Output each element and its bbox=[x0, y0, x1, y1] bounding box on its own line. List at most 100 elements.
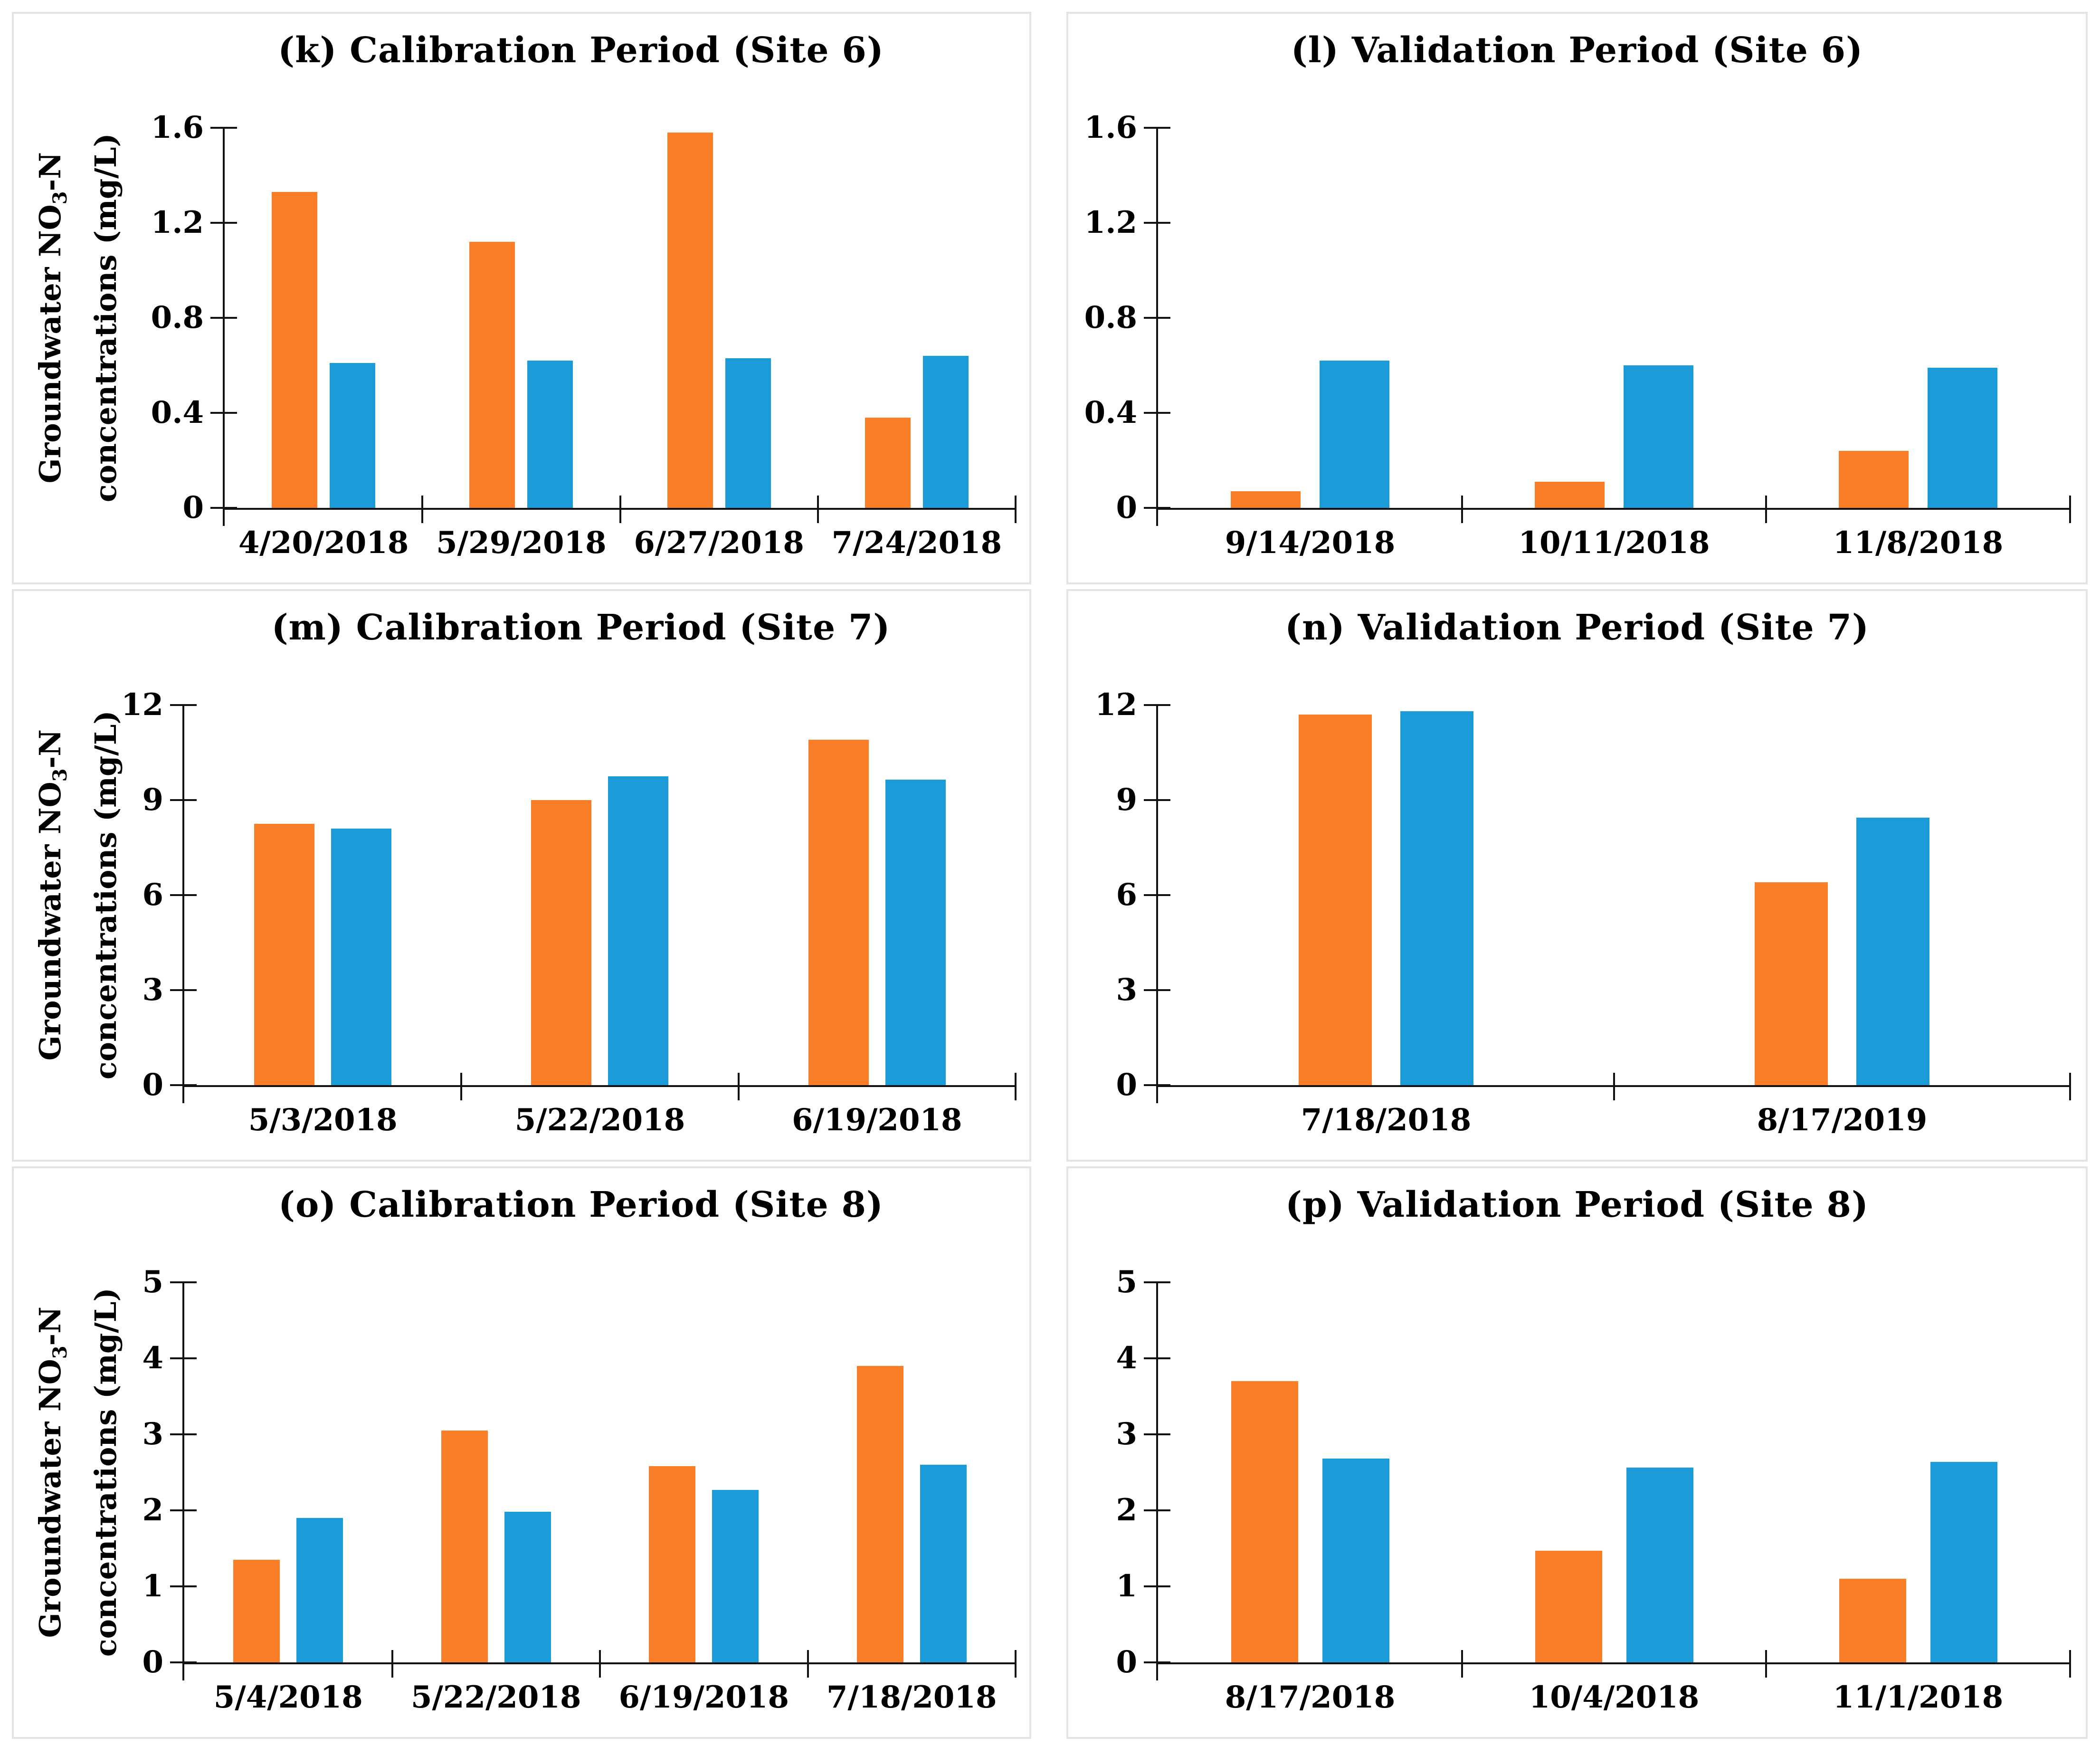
y-axis-label-text: Groundwater NO3-N concentrations (mg/L) bbox=[27, 134, 128, 503]
chart-panel-k: (k) Calibration Period (Site 6) Groundwat… bbox=[12, 12, 1031, 584]
bar-group bbox=[1766, 128, 2070, 508]
bars-layer bbox=[1158, 1282, 2070, 1662]
y-tick-mark bbox=[210, 317, 237, 319]
orange-bar bbox=[233, 1560, 280, 1662]
y-axis-label-pre: Groundwater NO bbox=[32, 204, 67, 484]
orange-bar bbox=[856, 1366, 903, 1662]
x-tick-mark bbox=[2069, 1650, 2071, 1678]
y-axis-tick-label: 4 bbox=[142, 1340, 163, 1376]
y-axis-tick-label: 1 bbox=[142, 1568, 163, 1604]
x-category-label: 11/1/2018 bbox=[1833, 1679, 2004, 1715]
orange-bar bbox=[808, 740, 869, 1085]
plot-area: 0 3 6 9 12 7/18/2018 8/17/2019 bbox=[1095, 688, 2071, 1138]
y-axis-tick-label: 1 bbox=[1116, 1568, 1137, 1604]
x-category-label: 11/8/2018 bbox=[1833, 525, 2004, 561]
y-axis-tick-label: 12 bbox=[1094, 687, 1137, 723]
y-tick-mark bbox=[1144, 989, 1170, 991]
blue-bar bbox=[1856, 817, 1929, 1085]
y-axis-label-pre: Groundwater NO bbox=[32, 782, 67, 1061]
y-axis-tick-label: 3 bbox=[1116, 1416, 1137, 1452]
blue-bar bbox=[296, 1518, 343, 1662]
y-axis-tick-label: 1.6 bbox=[151, 110, 204, 145]
y-tick-mark bbox=[170, 1509, 197, 1511]
bar-group bbox=[818, 128, 1016, 508]
y-axis-extension bbox=[182, 1085, 184, 1103]
y-axis-tick-label: 0.8 bbox=[1084, 300, 1137, 335]
y-axis-label-pre: Groundwater NO bbox=[32, 1359, 67, 1638]
bar-group bbox=[422, 128, 620, 508]
y-tick-mark bbox=[210, 127, 237, 129]
blue-bar bbox=[330, 363, 376, 508]
x-category-label: 6/27/2018 bbox=[634, 525, 804, 561]
x-category-label: 5/4/2018 bbox=[213, 1679, 363, 1715]
blue-bar bbox=[920, 1465, 967, 1662]
orange-bar bbox=[254, 824, 315, 1085]
panel-title: (m) Calibration Period (Site 7) bbox=[271, 607, 891, 648]
orange-bar bbox=[1755, 882, 1828, 1085]
x-tick-mark bbox=[2069, 1073, 2071, 1100]
y-axis-label-line1: Groundwater NO3-N bbox=[27, 134, 83, 503]
y-axis-tick-label: 0 bbox=[142, 1067, 163, 1103]
bar-group bbox=[600, 1282, 808, 1662]
blue-bar bbox=[1626, 1468, 1693, 1662]
y-axis-tick-label: 6 bbox=[142, 877, 163, 913]
x-category-label: 5/22/2018 bbox=[411, 1679, 581, 1715]
x-category-label: 8/17/2019 bbox=[1757, 1102, 1928, 1138]
y-axis-tick-label: 2 bbox=[142, 1492, 163, 1528]
y-axis-tick-label: 3 bbox=[1116, 972, 1137, 1008]
y-axis-label-line1: Groundwater NO3-N bbox=[27, 1288, 83, 1657]
y-axis-tick-label: 4 bbox=[1116, 1340, 1137, 1376]
y-tick-mark bbox=[170, 989, 197, 991]
y-axis-tick-label: 0 bbox=[1116, 1644, 1137, 1680]
chart-panel-n: (n) Validation Period (Site 7) 0 3 6 9 12 7/18… bbox=[1066, 589, 2088, 1162]
plot-area: 0 0.4 0.8 1.2 1.6 4/20/2018 5/29/2018 6/27/2018… bbox=[151, 111, 1017, 561]
bars-layer bbox=[225, 128, 1016, 508]
x-category-label: 4/20/2018 bbox=[238, 525, 409, 561]
bar-group bbox=[1462, 128, 1766, 508]
x-axis-labels: 5/3/2018 5/22/2018 6/19/2018 bbox=[184, 1102, 1016, 1138]
y-axis-label: Groundwater NO3-N concentrations (mg/L) bbox=[23, 128, 133, 508]
y-axis-tick-label: 6 bbox=[1116, 877, 1137, 913]
y-axis-tick-label: 3 bbox=[142, 972, 163, 1008]
bar-group bbox=[225, 128, 422, 508]
x-category-label: 7/18/2018 bbox=[1301, 1102, 1472, 1138]
x-category-label: 8/17/2018 bbox=[1225, 1679, 1396, 1715]
y-axis-extension bbox=[1156, 508, 1158, 526]
y-axis-label-subscript: 3 bbox=[48, 768, 71, 782]
orange-bar bbox=[1535, 1550, 1602, 1662]
x-tick-mark bbox=[1765, 1650, 1767, 1678]
x-axis-labels: 8/17/2018 10/4/2018 11/1/2018 bbox=[1158, 1679, 2070, 1715]
bar-group bbox=[461, 705, 738, 1085]
blue-bar bbox=[1400, 711, 1473, 1085]
y-axis-tick-label: 0 bbox=[1116, 1067, 1137, 1103]
x-axis-labels: 4/20/2018 5/29/2018 6/27/2018 7/24/2018 bbox=[225, 525, 1016, 561]
y-axis-label-text: Groundwater NO3-N concentrations (mg/L) bbox=[27, 1288, 128, 1657]
plot-area: 0 3 6 9 12 5/3/2018 5/22/2018 6/19/2018 bbox=[121, 688, 1017, 1138]
bar-group bbox=[392, 1282, 600, 1662]
x-tick-mark bbox=[737, 1073, 740, 1100]
y-axis-label-post: -N bbox=[32, 1307, 67, 1346]
x-tick-mark bbox=[599, 1650, 601, 1678]
bars-layer bbox=[1158, 128, 2070, 508]
panel-title: (o) Calibration Period (Site 8) bbox=[278, 1184, 884, 1225]
x-tick-mark bbox=[391, 1650, 393, 1678]
y-axis-tick-label: 0 bbox=[1116, 490, 1137, 525]
blue-bar bbox=[1322, 1459, 1389, 1662]
y-tick-mark bbox=[170, 799, 197, 801]
bar-group bbox=[1158, 705, 1614, 1085]
y-tick-mark bbox=[1144, 894, 1170, 896]
orange-bar bbox=[1839, 1579, 1906, 1662]
orange-bar bbox=[469, 242, 515, 508]
orange-bar bbox=[649, 1466, 696, 1662]
x-category-label: 7/24/2018 bbox=[831, 525, 1002, 561]
y-axis-tick-label: 5 bbox=[1116, 1264, 1137, 1300]
chart-panel-m: (m) Calibration Period (Site 7) Groundwat… bbox=[12, 589, 1031, 1162]
y-axis-tick-label: 2 bbox=[1116, 1492, 1137, 1528]
y-tick-mark bbox=[1144, 317, 1170, 319]
blue-bar bbox=[885, 779, 946, 1085]
y-axis-label-line2: concentrations (mg/L) bbox=[88, 710, 123, 1080]
blue-bar bbox=[1320, 361, 1389, 508]
y-axis-label-post: -N bbox=[32, 152, 67, 191]
y-tick-mark bbox=[1144, 1357, 1170, 1359]
y-axis-label-subscript: 3 bbox=[48, 191, 71, 205]
